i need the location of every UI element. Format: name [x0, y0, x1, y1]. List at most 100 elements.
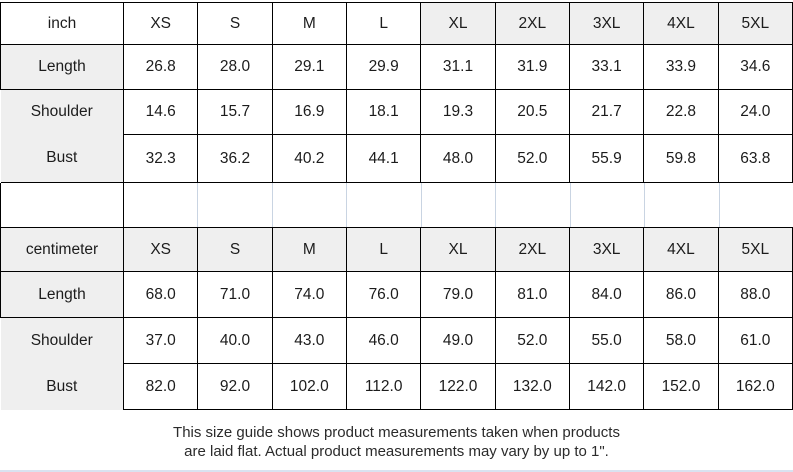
- measurement-cell: 68.0: [122, 271, 199, 318]
- measurement-cell: 52.0: [494, 134, 570, 183]
- measurement-cell: 76.0: [345, 271, 422, 318]
- gap-cell: [422, 183, 497, 227]
- cm-header-row: centimeter XS S M L XL 2XL 3XL 4XL 5XL: [0, 227, 793, 272]
- cm-length-row: Length 68.0 71.0 74.0 76.0 79.0 81.0 84.…: [0, 271, 793, 318]
- size-header-cell: 3XL: [568, 2, 645, 45]
- inch-header-row: inch XS S M L XL 2XL 3XL 4XL 5XL: [0, 2, 793, 45]
- inch-bust-row: Bust 32.3 36.2 40.2 44.1 48.0 52.0 55.9 …: [0, 134, 793, 183]
- measurement-cell: 33.9: [643, 44, 719, 90]
- measurement-cell: 102.0: [271, 363, 347, 410]
- measurement-cell: 44.1: [345, 134, 422, 183]
- row-label-cell: Shoulder: [0, 89, 124, 135]
- measurement-cell: 32.3: [122, 134, 199, 183]
- measurement-cell: 52.0: [494, 317, 570, 364]
- measurement-cell: 34.6: [717, 44, 793, 90]
- size-header-cell: 5XL: [717, 227, 793, 272]
- measurement-cell: 132.0: [494, 363, 570, 410]
- measurement-cell: 55.9: [568, 134, 645, 183]
- inch-size-table: inch XS S M L XL 2XL 3XL 4XL 5XL Length …: [0, 2, 793, 183]
- measurement-cell: 28.0: [197, 44, 273, 90]
- size-header-cell: M: [271, 2, 347, 45]
- gap-cell: [720, 183, 793, 227]
- measurement-cell: 84.0: [568, 271, 645, 318]
- size-header-cell: M: [271, 227, 347, 272]
- inch-length-row: Length 26.8 28.0 29.1 29.9 31.1 31.9 33.…: [0, 44, 793, 90]
- measurement-cell: 49.0: [420, 317, 496, 364]
- unit-label-centimeter: centimeter: [0, 227, 124, 272]
- gap-cell: [273, 183, 348, 227]
- measurement-cell: 29.1: [271, 44, 347, 90]
- measurement-cell: 31.1: [420, 44, 496, 90]
- size-header-cell: XL: [420, 2, 496, 45]
- measurement-cell: 122.0: [420, 363, 496, 410]
- row-label-cell: Bust: [0, 363, 124, 410]
- measurement-cell: 18.1: [345, 89, 422, 135]
- measurement-cell: 55.0: [568, 317, 645, 364]
- measurement-cell: 142.0: [568, 363, 645, 410]
- measurement-cell: 20.5: [494, 89, 570, 135]
- note-line-1: This size guide shows product measuremen…: [173, 424, 620, 441]
- measurement-cell: 71.0: [197, 271, 273, 318]
- size-header-cell: 4XL: [643, 2, 719, 45]
- measurement-cell: 79.0: [420, 271, 496, 318]
- measurement-cell: 31.9: [494, 44, 570, 90]
- measurement-cell: 36.2: [197, 134, 273, 183]
- measurement-cell: 24.0: [717, 89, 793, 135]
- size-header-cell: 5XL: [717, 2, 793, 45]
- inch-shoulder-row: Shoulder 14.6 15.7 16.9 18.1 19.3 20.5 2…: [0, 89, 793, 135]
- size-header-cell: XS: [122, 227, 199, 272]
- measurement-cell: 40.2: [271, 134, 347, 183]
- gap-cell: [496, 183, 571, 227]
- size-header-cell: 2XL: [494, 2, 570, 45]
- measurement-cell: 33.1: [568, 44, 645, 90]
- size-header-cell: L: [345, 2, 422, 45]
- bottom-divider: [0, 470, 793, 472]
- measurement-cell: 46.0: [345, 317, 422, 364]
- measurement-cell: 40.0: [197, 317, 273, 364]
- measurement-cell: 37.0: [122, 317, 199, 364]
- measurement-cell: 162.0: [717, 363, 793, 410]
- gap-cell: [198, 183, 273, 227]
- measurement-cell: 19.3: [420, 89, 496, 135]
- measurement-cell: 29.9: [345, 44, 422, 90]
- measurement-cell: 81.0: [494, 271, 570, 318]
- size-header-cell: L: [345, 227, 422, 272]
- size-header-cell: XL: [420, 227, 496, 272]
- measurement-cell: 86.0: [643, 271, 719, 318]
- row-label-cell: Length: [0, 44, 124, 90]
- size-header-cell: S: [197, 2, 273, 45]
- gap-cell: [124, 183, 199, 227]
- note-line-2: are laid flat. Actual product measuremen…: [184, 443, 609, 460]
- row-label-cell: Length: [0, 271, 124, 318]
- size-header-cell: S: [197, 227, 273, 272]
- size-guide-note: This size guide shows product measuremen…: [0, 423, 793, 461]
- measurement-cell: 22.8: [643, 89, 719, 135]
- measurement-cell: 48.0: [420, 134, 496, 183]
- measurement-cell: 21.7: [568, 89, 645, 135]
- centimeter-size-table: centimeter XS S M L XL 2XL 3XL 4XL 5XL L…: [0, 227, 793, 410]
- size-header-cell: XS: [122, 2, 199, 45]
- measurement-cell: 74.0: [271, 271, 347, 318]
- gap-cell: [645, 183, 720, 227]
- unit-label-inch: inch: [0, 2, 124, 45]
- measurement-cell: 14.6: [122, 89, 199, 135]
- measurement-cell: 92.0: [197, 363, 273, 410]
- cm-shoulder-row: Shoulder 37.0 40.0 43.0 46.0 49.0 52.0 5…: [0, 317, 793, 364]
- cm-bust-row: Bust 82.0 92.0 102.0 112.0 122.0 132.0 1…: [0, 363, 793, 410]
- row-label-cell: Shoulder: [0, 317, 124, 364]
- measurement-cell: 58.0: [643, 317, 719, 364]
- measurement-cell: 26.8: [122, 44, 199, 90]
- measurement-cell: 43.0: [271, 317, 347, 364]
- gap-cell: [347, 183, 422, 227]
- measurement-cell: 59.8: [643, 134, 719, 183]
- measurement-cell: 88.0: [717, 271, 793, 318]
- table-gap-strip: [0, 183, 793, 227]
- size-header-cell: 4XL: [643, 227, 719, 272]
- gap-cell: [1, 183, 124, 227]
- measurement-cell: 112.0: [345, 363, 422, 410]
- size-header-cell: 3XL: [568, 227, 645, 272]
- measurement-cell: 16.9: [271, 89, 347, 135]
- measurement-cell: 15.7: [197, 89, 273, 135]
- measurement-cell: 82.0: [122, 363, 199, 410]
